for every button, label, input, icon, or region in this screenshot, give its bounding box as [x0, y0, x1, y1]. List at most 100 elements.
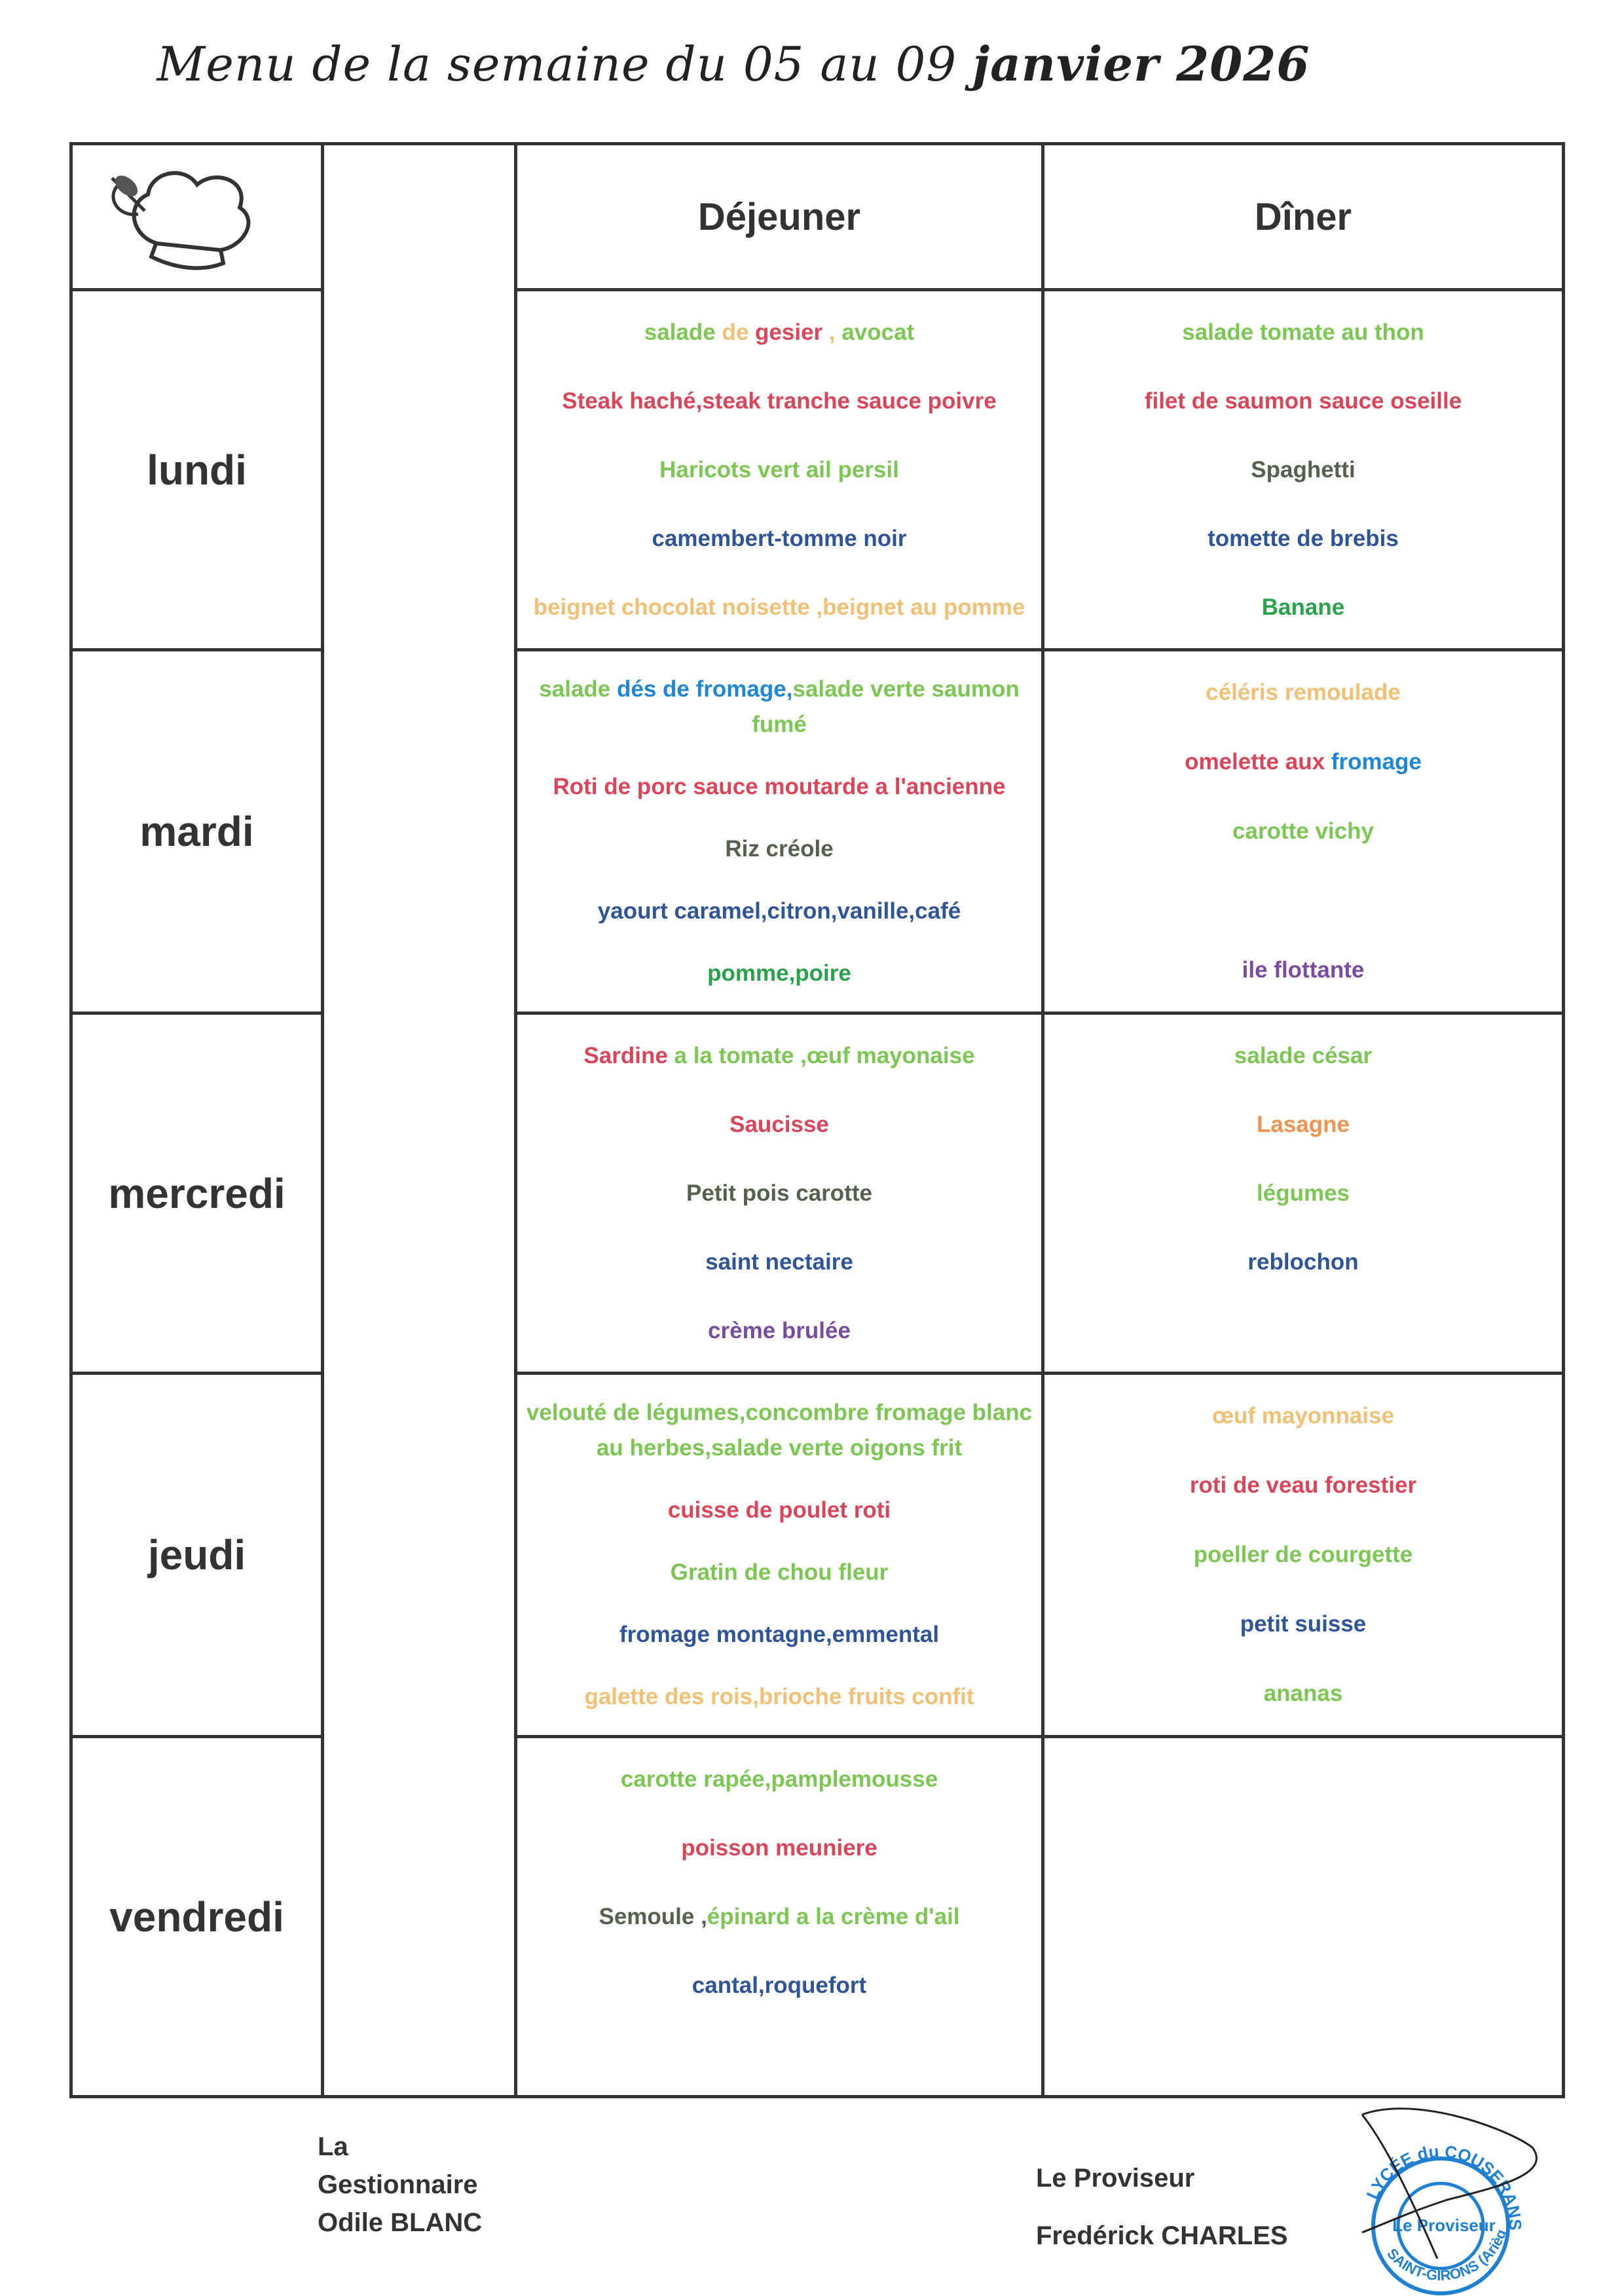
menu-item: Sardine a la tomate ,œuf mayonaise — [583, 1038, 974, 1074]
menu-item: roti de veau forestier — [1190, 1468, 1416, 1503]
menu-item: reblochon — [1247, 1245, 1358, 1280]
menu-item: beignet chocolat noisette ,beignet au po… — [534, 590, 1025, 625]
signature-line: La — [318, 2132, 348, 2161]
menu-item: Roti de porc sauce moutarde a l'ancienne — [553, 769, 1005, 805]
menu-item-text: filet de saumon sauce oseille — [1144, 388, 1462, 414]
menu-item-text: fromage montagne,emmental — [619, 1622, 940, 1648]
lunch-cell-jeudi: velouté de légumes,concombre fromage bla… — [514, 1372, 1044, 1738]
day-label-lundi: lundi — [69, 288, 324, 651]
menu-item-text: carotte rapée,pamplemousse — [620, 1766, 938, 1792]
menu-item-text: petit suisse — [1240, 1611, 1367, 1637]
menu-item-text: salade tomate au thon — [1182, 319, 1424, 345]
menu-item-text: omelette aux — [1185, 749, 1331, 774]
menu-item: Spaghetti — [1251, 452, 1355, 488]
menu-item: omelette aux fromage — [1185, 744, 1422, 780]
menu-item-text: dés de fromage, — [617, 676, 793, 702]
menu-item: Lasagne — [1257, 1107, 1350, 1142]
menu-item-text: pomme,poire — [707, 960, 851, 987]
menu-item-text: cantal,roquefort — [692, 1972, 867, 1998]
menu-item: saint nectaire — [705, 1245, 853, 1280]
menu-item-text: Banane — [1261, 594, 1345, 620]
dinner-cell-jeudi: œuf mayonnaise roti de veau forestier poel… — [1041, 1372, 1565, 1738]
menu-item: camembert-tomme noir — [652, 521, 907, 556]
day-label-jeudi: jeudi — [69, 1372, 324, 1738]
menu-item: Petit pois carotte — [686, 1176, 872, 1211]
menu-item-text: Semoule , — [599, 1903, 707, 1929]
chef-hat-icon — [111, 171, 251, 270]
blank-column — [321, 142, 517, 2098]
menu-item: Steak haché,steak tranche sauce poivre — [562, 384, 996, 419]
svg-text:SAINT-GIRONS (Ariège): SAINT-GIRONS (Ariège) — [1336, 2102, 1509, 2284]
menu-item: poisson meuniere — [681, 1831, 877, 1866]
menu-item-text: de — [722, 319, 756, 345]
menu-item-text: , — [822, 319, 842, 345]
menu-item: salade de gesier , avocat — [644, 315, 915, 350]
menu-item: ile flottante — [1242, 953, 1365, 988]
menu-item-text: Steak haché,steak tranche sauce poivre — [562, 388, 997, 414]
menu-item-text: Sardine — [583, 1042, 668, 1068]
menu-item: fromage montagne,emmental — [619, 1617, 939, 1652]
menu-item-text: Petit pois carotte — [686, 1180, 872, 1206]
lunch-cell-lundi: salade de gesier , avocat Steak haché,ste… — [514, 288, 1044, 651]
menu-item-text: salade césar — [1234, 1042, 1373, 1068]
menu-item-text: yaourt caramel,citron,vanille,café — [597, 898, 961, 924]
menu-item-text: poisson meuniere — [681, 1834, 877, 1861]
menu-item: céléris remoulade — [1206, 675, 1401, 710]
menu-item-text: épinard a la crème d'ail — [707, 1903, 960, 1929]
signature-name: Fredérick CHARLES — [1036, 2221, 1288, 2250]
signature-gestionnaire: La Gestionnaire Odile BLANC — [318, 2128, 482, 2242]
menu-item-text: céléris remoulade — [1206, 680, 1401, 705]
menu-item: légumes — [1257, 1176, 1350, 1211]
menu-item: œuf mayonnaise — [1212, 1398, 1394, 1434]
header-diner: Dîner — [1041, 142, 1565, 291]
menu-item-text: carotte vichy — [1232, 818, 1374, 844]
menu-item-text: Spaghetti — [1251, 456, 1356, 483]
menu-item-text: ananas — [1263, 1681, 1343, 1706]
menu-item: Gratin de chou fleur — [671, 1555, 889, 1590]
menu-item: salade tomate au thon — [1182, 315, 1424, 350]
dinner-cell-lundi: salade tomate au thon filet de saumon sau… — [1041, 288, 1565, 651]
menu-item-text: Roti de porc sauce moutarde a l'ancienne — [553, 773, 1006, 799]
page-title: Menu de la semaine du 05 au 09 janvier 2… — [0, 36, 1467, 92]
menu-item: Riz créole — [725, 831, 833, 867]
day-label-mercredi: mercredi — [69, 1011, 324, 1375]
menu-item: poeller de courgette — [1194, 1537, 1413, 1573]
menu-item: Banane — [1262, 590, 1344, 625]
menu-item-text: cuisse de poulet roti — [667, 1497, 891, 1523]
menu-item: filet de saumon sauce oseille — [1145, 384, 1462, 419]
menu-item: cuisse de poulet roti — [668, 1493, 891, 1528]
menu-item: salade dés de fromage,salade verte saumo… — [523, 672, 1036, 742]
menu-item-text: fromage — [1331, 749, 1422, 774]
menu-item-text: galette des rois,brioche fruits confit — [584, 1684, 974, 1710]
dinner-cell-vendredi — [1041, 1735, 1565, 2098]
menu-item-text: camembert-tomme noir — [652, 525, 907, 551]
menu-item-text: gesier — [755, 319, 823, 345]
menu-item-text: ile flottante — [1242, 957, 1365, 983]
menu-item: crème brulée — [708, 1313, 851, 1349]
menu-item — [1300, 1313, 1306, 1349]
menu-item-text: Saucisse — [729, 1111, 829, 1137]
menu-item: Semoule ,épinard a la crème d'ail — [599, 1899, 959, 1935]
lunch-cell-mardi: salade dés de fromage,salade verte saumo… — [514, 648, 1044, 1015]
menu-item: Saucisse — [729, 1107, 829, 1142]
menu-item — [1300, 883, 1306, 919]
menu-item: velouté de légumes,concombre fromage bla… — [523, 1395, 1036, 1466]
signature-proviseur: Le Proviseur Fredérick CHARLES — [1036, 2149, 1288, 2265]
lunch-cell-vendredi: carotte rapée,pamplemousse poisson meunie… — [514, 1735, 1044, 2098]
menu-item-text: tomette de brebis — [1208, 525, 1399, 551]
title-month: janvier 2026 — [972, 36, 1310, 92]
menu-item-text: Lasagne — [1257, 1111, 1350, 1137]
day-label-vendredi: vendredi — [69, 1735, 324, 2098]
menu-item-text: velouté de légumes,concombre fromage bla… — [526, 1399, 1033, 1461]
school-stamp-icon: LYCÉE du COUSERANS SAINT-GIRONS (Ariège)… — [1336, 2102, 1538, 2295]
menu-item: yaourt caramel,citron,vanille,café — [598, 894, 961, 929]
menu-item — [776, 2037, 783, 2072]
lunch-cell-mercredi: Sardine a la tomate ,œuf mayonaise Saucis… — [514, 1011, 1044, 1375]
dinner-cell-mercredi: salade césar Lasagne légumes reblochon — [1041, 1011, 1565, 1375]
dinner-cell-mardi: céléris remoulade omelette aux fromage car… — [1041, 648, 1565, 1015]
menu-item: cantal,roquefort — [692, 1968, 866, 2003]
menu-item-text: poeller de courgette — [1193, 1542, 1413, 1567]
menu-item: petit suisse — [1240, 1607, 1367, 1642]
menu-item-text: salade verte saumon fumé — [752, 676, 1020, 737]
menu-item-text: a la tomate ,œuf mayonaise — [667, 1042, 975, 1068]
